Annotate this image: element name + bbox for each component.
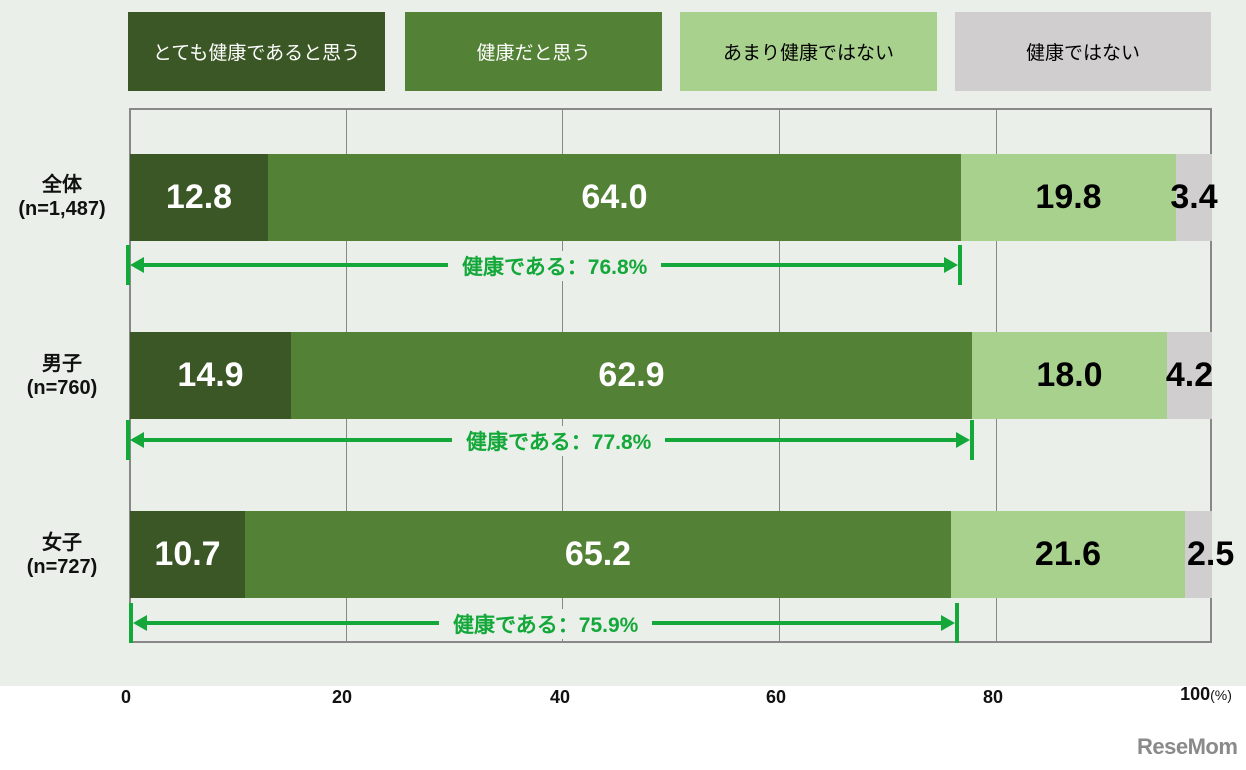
- bar-girls: 10.7 65.2 21.6 2.5: [130, 511, 1234, 598]
- value-label: 4.2: [1165, 356, 1214, 394]
- x-tick-100: 100(%): [1180, 684, 1232, 705]
- healthy-total-bracket-girls: 健康である：75.9%: [129, 603, 959, 643]
- value-label: 19.8: [1035, 178, 1102, 216]
- bracket-left-edge: [129, 603, 133, 643]
- value-label: 62.9: [598, 356, 665, 394]
- segment-very-healthy: 12.8: [130, 154, 268, 241]
- legend-healthy: 健康だと思う: [405, 12, 662, 91]
- x-tick-60: 60: [765, 687, 787, 707]
- bracket-left-edge: [126, 245, 130, 285]
- x-tick-100-value: 100: [1180, 684, 1211, 704]
- legend-not-healthy: 健康ではない: [955, 12, 1211, 91]
- value-label: 2.5: [1187, 535, 1235, 573]
- bracket-left-edge: [126, 420, 130, 460]
- arrow-left-icon: [130, 432, 144, 448]
- arrow-right-icon: [944, 257, 958, 273]
- category-n: (n=727): [26, 556, 98, 578]
- x-axis-unit: (%): [1210, 687, 1232, 703]
- category-n: (n=1,487): [18, 198, 106, 220]
- x-tick-0: 0: [120, 687, 132, 707]
- segment-not-healthy: 4.2: [1165, 332, 1214, 419]
- category-label-boys: 男子 (n=760): [0, 352, 124, 400]
- legend-label: あまり健康ではない: [722, 43, 894, 64]
- arrow-right-icon: [941, 615, 955, 631]
- value-label: 65.2: [564, 535, 632, 573]
- resemom-logo: ReseMom: [1137, 734, 1238, 759]
- bar-overall: 12.8 64.0 19.8 3.4: [130, 154, 1218, 241]
- category-n: (n=760): [26, 377, 98, 399]
- bracket-right-edge: [970, 420, 974, 460]
- segment-not-very-healthy: 21.6: [951, 511, 1185, 598]
- x-tick-20: 20: [331, 687, 353, 707]
- segment-not-very-healthy: 19.8: [961, 154, 1176, 241]
- legend-very-healthy: とても健康であると思う: [128, 12, 385, 91]
- segment-very-healthy: 14.9: [130, 332, 291, 419]
- legend-label: とても健康であると思う: [152, 43, 361, 64]
- bracket-right-edge: [958, 245, 962, 285]
- x-tick-40: 40: [549, 687, 571, 707]
- segment-healthy: 62.9: [291, 332, 972, 419]
- category-name: 女子: [42, 532, 82, 554]
- segment-not-very-healthy: 18.0: [972, 332, 1167, 419]
- arrow-left-icon: [130, 257, 144, 273]
- segment-not-healthy: 2.5: [1185, 511, 1234, 598]
- bracket-right-edge: [955, 603, 959, 643]
- legend-label: 健康ではない: [1025, 43, 1140, 64]
- value-label: 12.8: [165, 178, 233, 216]
- healthy-total-bracket-overall: 健康である：76.8%: [126, 245, 962, 285]
- value-label: 21.6: [1034, 535, 1102, 573]
- category-label-overall: 全体 (n=1,487): [0, 173, 124, 221]
- segment-very-healthy: 10.7: [130, 511, 245, 598]
- healthy-total-label: 健康である：75.9%: [439, 609, 653, 639]
- healthy-total-label: 健康である：77.8%: [452, 426, 666, 456]
- value-label: 10.7: [154, 535, 221, 573]
- arrow-left-icon: [133, 615, 147, 631]
- segment-healthy: 64.0: [268, 154, 961, 241]
- x-tick-80: 80: [982, 687, 1004, 707]
- healthy-total-bracket-boys: 健康である：77.8%: [126, 420, 974, 460]
- bar-boys: 14.9 62.9 18.0 4.2: [130, 332, 1214, 419]
- chart-panel: とても健康であると思う 健康だと思う あまり健康ではない 健康ではない 全体 (…: [0, 0, 1246, 707]
- category-name: 男子: [42, 353, 82, 375]
- value-label: 64.0: [581, 178, 648, 216]
- segment-not-healthy: 3.4: [1170, 154, 1218, 241]
- legend-not-very-healthy: あまり健康ではない: [680, 12, 937, 91]
- category-name: 全体: [42, 174, 82, 196]
- healthy-total-label: 健康である：76.8%: [448, 251, 662, 281]
- value-label: 18.0: [1036, 356, 1103, 394]
- value-label: 3.4: [1170, 178, 1218, 216]
- legend-label: 健康だと思う: [476, 43, 591, 64]
- segment-healthy: 65.2: [245, 511, 951, 598]
- category-label-girls: 女子 (n=727): [0, 531, 124, 579]
- value-label: 14.9: [177, 356, 244, 394]
- arrow-right-icon: [956, 432, 970, 448]
